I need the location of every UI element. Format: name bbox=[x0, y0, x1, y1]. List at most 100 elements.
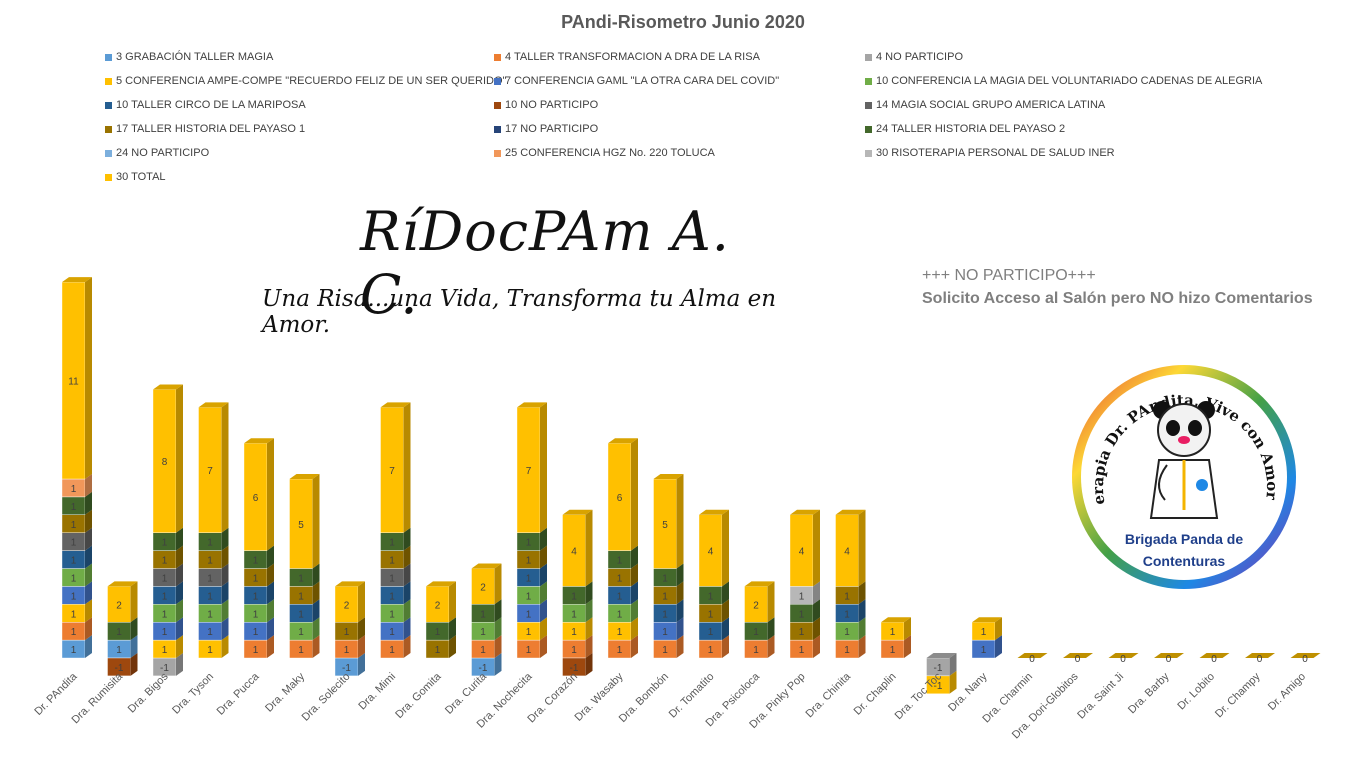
data-label: 1 bbox=[116, 645, 122, 656]
bar-stack: 0 bbox=[1199, 653, 1230, 665]
legend-swatch bbox=[494, 77, 501, 85]
bar-side bbox=[130, 635, 138, 658]
brand-name: RíDocPAm A. C. bbox=[360, 200, 730, 326]
bar-top bbox=[244, 438, 274, 444]
data-label: 0 bbox=[1166, 654, 1172, 665]
data-label: 7 bbox=[207, 466, 213, 477]
data-label: 1 bbox=[571, 627, 577, 638]
bar-side bbox=[631, 617, 638, 641]
legend-item: 7 CONFERENCIA GAML "LA OTRA CARA DEL COV… bbox=[494, 75, 779, 87]
bar-side bbox=[722, 599, 729, 623]
data-label: 1 bbox=[71, 484, 77, 495]
bar-side bbox=[813, 617, 820, 641]
data-label: 1 bbox=[435, 627, 441, 638]
data-label: 1 bbox=[617, 573, 623, 584]
data-label: 1 bbox=[71, 573, 77, 584]
data-label: 1 bbox=[799, 627, 805, 638]
bar-side bbox=[540, 599, 547, 623]
bar-top bbox=[1290, 653, 1321, 658]
bar-side bbox=[585, 599, 593, 623]
bar-side bbox=[540, 545, 547, 569]
data-label: 1 bbox=[708, 591, 714, 602]
legend-swatch bbox=[865, 149, 872, 157]
data-label: 1 bbox=[162, 645, 168, 656]
data-label: 1 bbox=[753, 645, 759, 656]
data-label: 1 bbox=[844, 645, 850, 656]
category-label: Dr. Champy bbox=[1213, 670, 1263, 720]
data-label: 4 bbox=[708, 547, 714, 558]
bar-side bbox=[267, 438, 274, 551]
data-label: 1 bbox=[571, 645, 577, 656]
data-label: 1 bbox=[844, 591, 850, 602]
bar-side bbox=[176, 581, 183, 605]
data-label: 4 bbox=[844, 547, 850, 558]
bar-stack: 1 1 1 1 1 1 1 7 bbox=[198, 402, 229, 659]
legend-label: 5 CONFERENCIA AMPE-COMPE "RECUERDO FELIZ… bbox=[116, 75, 507, 87]
legend-item: 14 MAGIA SOCIAL GRUPO AMERICA LATINA bbox=[865, 99, 1105, 111]
legend-item: 24 NO PARTICIPO bbox=[105, 147, 209, 159]
bar-side bbox=[267, 635, 274, 658]
seal-line2: Contenturas bbox=[1143, 553, 1226, 569]
bar-top bbox=[881, 617, 911, 623]
bar-side bbox=[312, 599, 320, 623]
data-label: 1 bbox=[526, 591, 532, 602]
bar-side bbox=[858, 581, 866, 605]
bar-side bbox=[403, 563, 411, 587]
category-label: Dr. Lobito bbox=[1175, 671, 1217, 713]
legend-item: 4 NO PARTICIPO bbox=[865, 51, 963, 63]
bar-side bbox=[767, 581, 775, 623]
bar-side bbox=[221, 617, 229, 641]
data-label: 1 bbox=[435, 645, 441, 656]
legend-item: 17 TALLER HISTORIA DEL PAYASO 1 bbox=[105, 123, 305, 135]
data-label: 1 bbox=[253, 556, 259, 567]
bar-side bbox=[312, 563, 320, 587]
data-label: 1 bbox=[799, 609, 805, 620]
legend-item: 10 CONFERENCIA LA MAGIA DEL VOLUNTARIADO… bbox=[865, 75, 1262, 87]
bar-side bbox=[585, 653, 593, 676]
bar-top bbox=[1108, 653, 1139, 658]
legend-label: 14 MAGIA SOCIAL GRUPO AMERICA LATINA bbox=[876, 99, 1106, 111]
data-label: 1 bbox=[207, 645, 213, 656]
bar-side bbox=[631, 438, 638, 551]
bar-side bbox=[130, 617, 138, 641]
category-label: Dra. Tyson bbox=[170, 671, 216, 717]
data-label: 4 bbox=[799, 547, 805, 558]
bar-side bbox=[176, 599, 183, 623]
category-label: Dr. Amigo bbox=[1266, 671, 1308, 713]
data-label: 1 bbox=[207, 538, 213, 549]
data-label: 2 bbox=[435, 600, 441, 611]
bar-stack: 0 bbox=[1108, 653, 1139, 665]
bar-side bbox=[130, 653, 138, 676]
data-label: 1 bbox=[71, 627, 77, 638]
bar-side bbox=[449, 617, 456, 641]
bar-side bbox=[85, 563, 92, 587]
bar-side bbox=[176, 545, 183, 569]
bar-stack: 0 bbox=[1245, 653, 1275, 665]
data-label: 1 bbox=[844, 609, 850, 620]
data-label: 1 bbox=[162, 609, 168, 620]
legend-item: 30 TOTAL bbox=[105, 171, 166, 183]
bar-side bbox=[540, 402, 547, 533]
bar-side bbox=[358, 581, 365, 623]
legend-item: 24 TALLER HISTORIA DEL PAYASO 2 bbox=[865, 123, 1065, 135]
bar-side bbox=[767, 617, 775, 641]
bar-side bbox=[676, 474, 684, 569]
data-label: 1 bbox=[253, 573, 259, 584]
data-label: 1 bbox=[253, 609, 259, 620]
data-label: 1 bbox=[162, 538, 168, 549]
bar-side bbox=[631, 581, 638, 605]
data-label: 1 bbox=[799, 645, 805, 656]
category-label: Dra. Gomita bbox=[393, 670, 444, 721]
bar-side bbox=[585, 617, 593, 641]
category-label: Dr. PAndita bbox=[32, 670, 80, 718]
category-label: Dra. Curita bbox=[443, 670, 490, 717]
legend-label: 17 TALLER HISTORIA DEL PAYASO 1 bbox=[116, 123, 306, 135]
legend-label: 30 TOTAL bbox=[116, 171, 166, 183]
bar-side bbox=[221, 599, 229, 623]
data-label: 1 bbox=[389, 556, 395, 567]
legend-swatch bbox=[494, 53, 501, 61]
data-label: 1 bbox=[116, 627, 122, 638]
data-label: 11 bbox=[68, 377, 79, 388]
data-label: 0 bbox=[1211, 654, 1217, 665]
